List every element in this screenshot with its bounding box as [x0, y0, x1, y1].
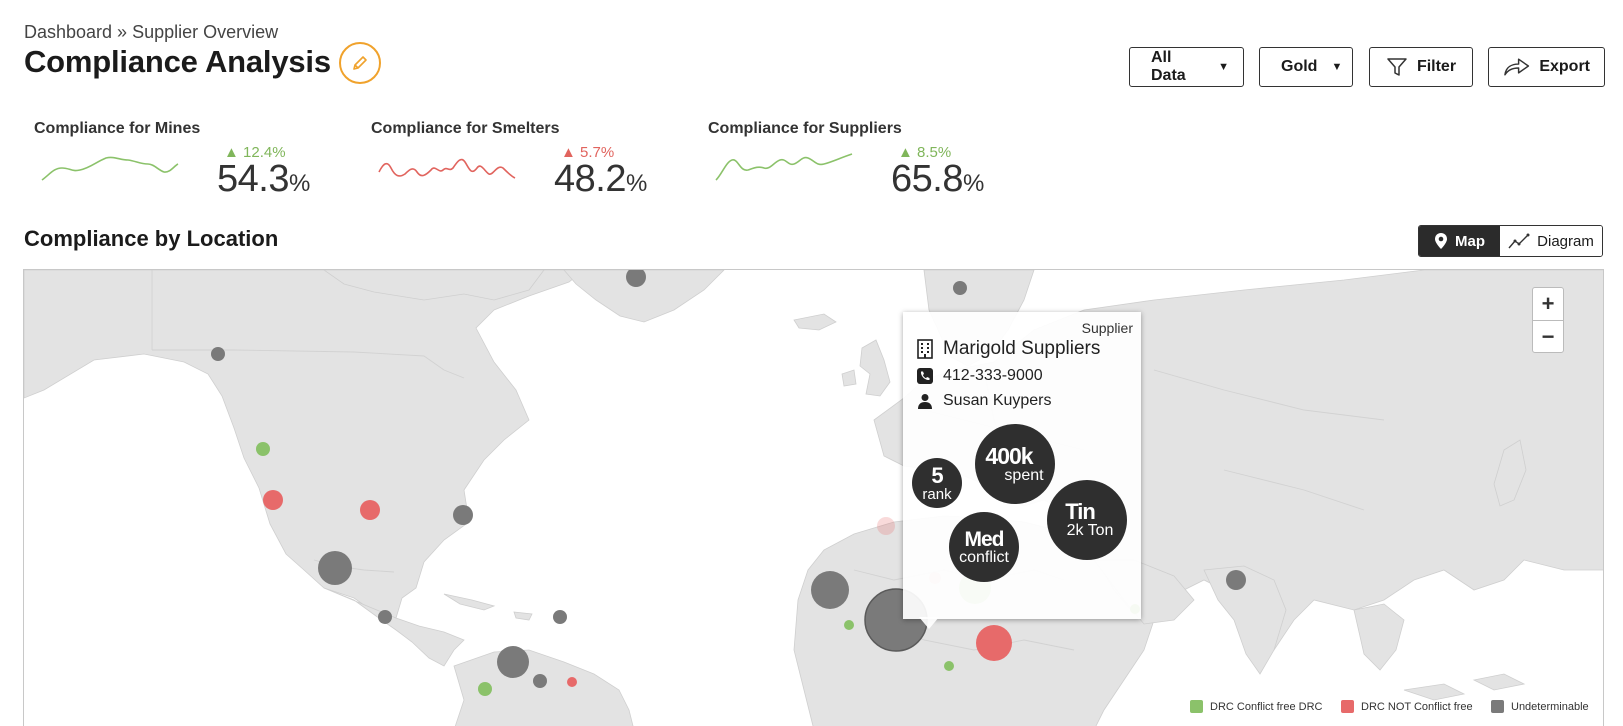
- metal-value: Tin: [1065, 499, 1096, 524]
- spent-bubble: 400k spent: [975, 424, 1055, 504]
- supplier-popup: Supplier Marigold Suppliers 412-333-9000…: [903, 312, 1141, 619]
- legend-swatch-gray: [1491, 700, 1504, 713]
- kpi-delta: ▲ 5.7%: [561, 144, 615, 161]
- line-chart-icon: [1508, 233, 1530, 249]
- metal-bubble: Tin 2k Ton: [1047, 480, 1127, 560]
- kpi-delta: ▲ 8.5%: [898, 144, 952, 161]
- map-pin-icon: [1435, 233, 1447, 249]
- diagram-view-button[interactable]: Diagram: [1500, 226, 1602, 256]
- popup-type: Supplier: [1081, 320, 1133, 336]
- phone-row: 412-333-9000: [917, 367, 1043, 385]
- building-icon: [917, 339, 933, 359]
- map-view-label: Map: [1455, 232, 1485, 250]
- legend-item-conflict-free: DRC Conflict free DRC: [1190, 700, 1322, 713]
- zoom-out-button[interactable]: −: [1541, 324, 1555, 349]
- funnel-icon: [1387, 58, 1407, 76]
- legend-swatch-green: [1190, 700, 1203, 713]
- kpi-suppliers: Compliance for Suppliers ▲ 8.5% 65.8%: [708, 118, 1008, 201]
- legend-label: DRC Conflict free DRC: [1210, 700, 1323, 713]
- caret-down-icon: ▼: [1218, 61, 1229, 73]
- kpi-delta-value: 8.5%: [917, 144, 952, 161]
- kpi-title: Compliance for Smelters: [371, 120, 560, 137]
- legend-swatch-red: [1341, 700, 1354, 713]
- legend-label: DRC NOT Conflict free: [1361, 700, 1473, 713]
- kpi-value: 48.2%: [554, 158, 647, 201]
- world-map[interactable]: [23, 269, 1604, 726]
- kpi-value: 54.3%: [217, 158, 310, 201]
- supplier-name-row: Marigold Suppliers: [917, 338, 1100, 360]
- phone-icon: [917, 368, 933, 384]
- supplier-phone: 412-333-9000: [943, 367, 1043, 384]
- metal-label: Gold: [1281, 58, 1318, 75]
- filter-button[interactable]: Filter: [1369, 47, 1473, 87]
- zoom-in-button[interactable]: +: [1541, 291, 1555, 316]
- pencil-icon: [353, 56, 367, 70]
- diagram-view-label: Diagram: [1537, 232, 1594, 250]
- legend-item-not-conflict-free: DRC NOT Conflict free: [1341, 700, 1473, 713]
- export-label: Export: [1539, 58, 1590, 75]
- kpi-number: 48.2: [554, 158, 626, 200]
- page-title: Compliance Analysis: [24, 44, 331, 79]
- supplier-name: Marigold Suppliers: [943, 338, 1101, 359]
- kpi-unit: %: [288, 170, 310, 197]
- caret-down-icon: ▼: [1331, 61, 1343, 73]
- spent-label: spent: [1004, 466, 1044, 484]
- legend-label: Undeterminable: [1511, 700, 1589, 713]
- kpi-smelters: Compliance for Smelters ▲ 5.7% 48.2%: [371, 118, 671, 201]
- popup-pointer: [919, 617, 939, 629]
- view-toggle: Map Diagram: [1418, 225, 1603, 257]
- kpi-delta: ▲ 12.4%: [224, 144, 286, 161]
- export-button[interactable]: Export: [1488, 47, 1605, 87]
- kpi-number: 65.8: [891, 158, 963, 200]
- zoom-divider: [1533, 320, 1563, 321]
- zoom-control: + −: [1532, 287, 1564, 353]
- kpi-number: 54.3: [217, 158, 289, 200]
- supplier-contact: Susan Kuypers: [943, 392, 1052, 409]
- rank-label: rank: [922, 485, 952, 503]
- map-landmass: [24, 270, 1603, 726]
- kpi-title: Compliance for Mines: [34, 120, 201, 137]
- section-title: Compliance by Location: [24, 226, 279, 251]
- share-arrow-icon: [1504, 58, 1530, 76]
- metal-label: 2k Ton: [1066, 522, 1114, 539]
- sparkline: [378, 158, 516, 179]
- data-scope-dropdown[interactable]: All Data ▼: [1129, 47, 1244, 87]
- rank-value: 5: [931, 462, 943, 488]
- kpi-delta-value: 5.7%: [580, 144, 615, 161]
- map-view-button[interactable]: Map: [1419, 226, 1500, 256]
- conflict-bubble: Med conflict: [949, 512, 1019, 582]
- legend-item-undeterminable: Undeterminable: [1491, 700, 1589, 713]
- rank-bubble: 5 rank: [912, 458, 962, 508]
- metal-dropdown[interactable]: Gold ▼: [1259, 47, 1353, 87]
- sparkline: [41, 156, 179, 181]
- conflict-label: conflict: [959, 548, 1009, 566]
- spent-value: 400k: [985, 442, 1033, 469]
- kpi-unit: %: [625, 170, 647, 197]
- kpi-delta-value: 12.4%: [243, 144, 286, 161]
- kpi-value: 65.8%: [891, 158, 984, 201]
- conflict-value: Med: [964, 527, 1005, 551]
- sparkline: [715, 153, 853, 181]
- kpi-title: Compliance for Suppliers: [708, 120, 902, 137]
- kpi-unit: %: [962, 170, 984, 197]
- user-icon: [918, 394, 932, 409]
- contact-row: Susan Kuypers: [917, 392, 1052, 410]
- breadcrumb: Dashboard » Supplier Overview: [24, 22, 279, 42]
- data-scope-label: All Data: [1151, 49, 1186, 84]
- edit-button[interactable]: [339, 42, 381, 84]
- filter-label: Filter: [1416, 58, 1457, 75]
- kpi-mines: Compliance for Mines ▲ 12.4% 54.3%: [34, 118, 334, 201]
